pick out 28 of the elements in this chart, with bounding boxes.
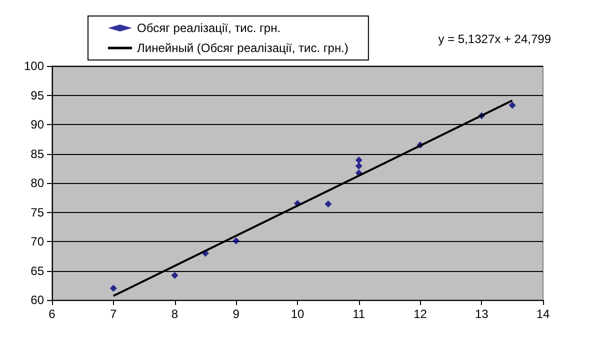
text: y = 5,1327x + 24,799 bbox=[438, 32, 552, 46]
y-tick-label: 100 bbox=[24, 59, 44, 73]
point bbox=[508, 102, 516, 109]
y-tick-label: 65 bbox=[30, 264, 44, 278]
x-tick-label: 7 bbox=[110, 307, 118, 321]
y-tick-label: 80 bbox=[30, 176, 44, 190]
y-tick-label: 90 bbox=[30, 118, 44, 132]
legend-label: Обсяг реалізації, тис. грн. bbox=[137, 21, 281, 35]
x-tick-label: 12 bbox=[414, 307, 428, 321]
x-tick-label: 9 bbox=[232, 307, 240, 321]
y-tick-label: 60 bbox=[30, 293, 44, 307]
y-tick-label: 85 bbox=[30, 146, 44, 161]
y-tick-label: 70 bbox=[30, 234, 44, 248]
y-tick-label: 95 bbox=[30, 88, 44, 102]
point bbox=[171, 272, 178, 279]
point bbox=[232, 237, 240, 244]
x-tick-label: 10 bbox=[290, 307, 304, 321]
x-tick-label: 6 bbox=[48, 307, 56, 321]
x-tick-label: 11 bbox=[352, 307, 366, 321]
x-tick-label: 13 bbox=[474, 307, 489, 321]
point bbox=[355, 162, 362, 170]
y-tick-label: 75 bbox=[30, 205, 44, 220]
point bbox=[355, 156, 362, 164]
x-tick-label: 14 bbox=[536, 307, 550, 321]
point bbox=[324, 200, 332, 208]
x-tick-label: 8 bbox=[171, 307, 178, 321]
point bbox=[110, 284, 117, 292]
legend-label: Линейный (Обсяг реалізації, тис. грн.) bbox=[137, 41, 348, 55]
